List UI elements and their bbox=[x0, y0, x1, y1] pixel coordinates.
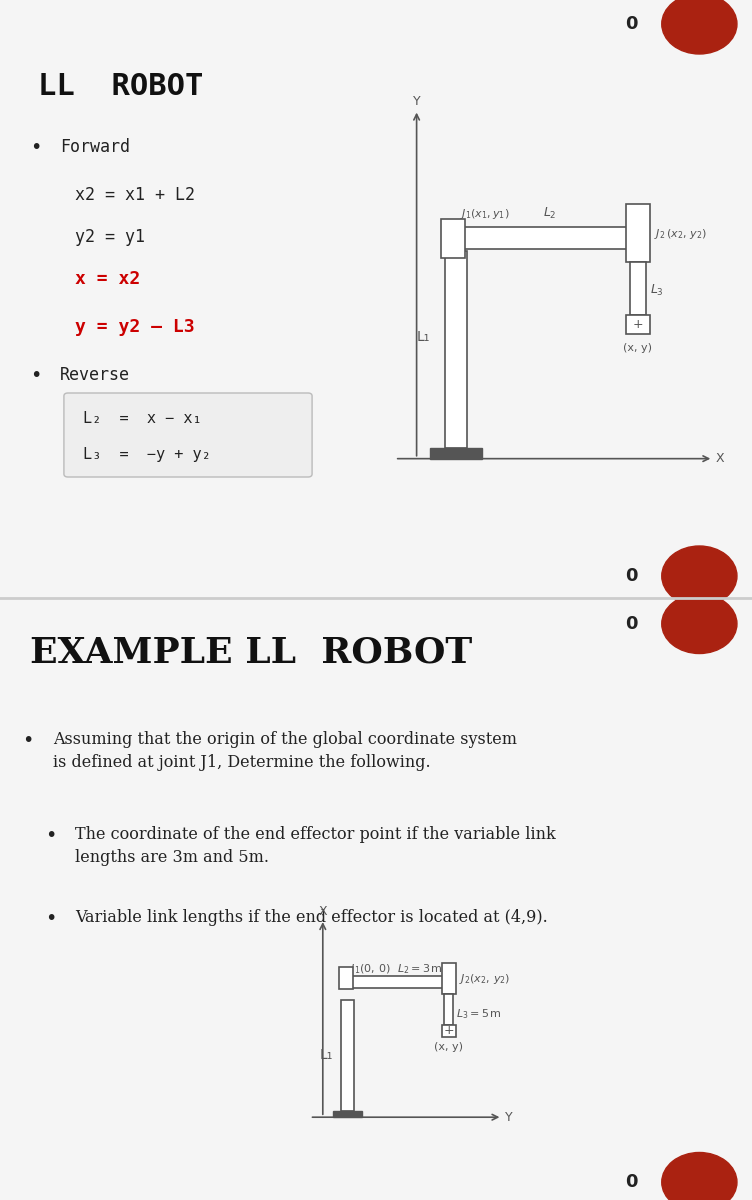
Text: Forward: Forward bbox=[60, 138, 130, 156]
Text: 0: 0 bbox=[626, 614, 638, 632]
FancyBboxPatch shape bbox=[64, 392, 312, 476]
Bar bbox=[445, 228, 641, 250]
Text: Assuming that the origin of the global coordinate system
is defined at joint J1,: Assuming that the origin of the global c… bbox=[53, 731, 517, 772]
Bar bbox=[338, 967, 353, 989]
Circle shape bbox=[662, 1152, 737, 1200]
Text: 0: 0 bbox=[626, 566, 638, 584]
Text: +: + bbox=[444, 1025, 454, 1037]
Text: x2 = x1 + L2: x2 = x1 + L2 bbox=[75, 186, 196, 204]
Circle shape bbox=[662, 594, 737, 654]
Text: (x, y): (x, y) bbox=[623, 343, 652, 353]
Bar bbox=[626, 204, 650, 263]
Text: +: + bbox=[632, 318, 643, 331]
Bar bbox=[441, 1025, 456, 1037]
Text: LL  ROBOT: LL ROBOT bbox=[38, 72, 203, 101]
Text: $J_2\,(x_2,\,y_2)$: $J_2\,(x_2,\,y_2)$ bbox=[654, 227, 708, 241]
Text: $J_2(x_2,\,y_2)$: $J_2(x_2,\,y_2)$ bbox=[459, 972, 510, 985]
Text: 0: 0 bbox=[626, 14, 638, 32]
Text: EXAMPLE LL  ROBOT: EXAMPLE LL ROBOT bbox=[30, 636, 472, 670]
Text: $J_1(0,\,0)$: $J_1(0,\,0)$ bbox=[349, 962, 391, 976]
Bar bbox=[445, 252, 467, 448]
Circle shape bbox=[662, 546, 737, 606]
Text: Y: Y bbox=[505, 1111, 513, 1123]
Text: •: • bbox=[30, 366, 41, 385]
Bar bbox=[429, 448, 482, 458]
Text: The coordinate of the end effector point if the variable link
lengths are 3m and: The coordinate of the end effector point… bbox=[75, 826, 556, 866]
Text: y = y2 – L3: y = y2 – L3 bbox=[75, 318, 195, 336]
Text: •: • bbox=[30, 138, 41, 157]
Text: $L_3$: $L_3$ bbox=[650, 283, 664, 299]
Bar bbox=[341, 976, 452, 988]
Bar bbox=[444, 995, 453, 1025]
Text: $L_3 = 5\,\mathrm{m}$: $L_3 = 5\,\mathrm{m}$ bbox=[456, 1007, 502, 1021]
Text: L₂  =  x − x₁: L₂ = x − x₁ bbox=[83, 410, 202, 426]
Text: Variable link lengths if the end effector is located at (4,9).: Variable link lengths if the end effecto… bbox=[75, 908, 548, 926]
Text: $L_2$: $L_2$ bbox=[543, 205, 556, 221]
Text: Reverse: Reverse bbox=[60, 366, 130, 384]
Circle shape bbox=[662, 0, 737, 54]
Text: •: • bbox=[23, 731, 34, 750]
Text: X: X bbox=[715, 452, 724, 466]
Text: x = x2: x = x2 bbox=[75, 270, 141, 288]
Text: $L_2 = 3\,\mathrm{m}$: $L_2 = 3\,\mathrm{m}$ bbox=[397, 962, 443, 976]
Bar bbox=[341, 1000, 354, 1111]
Bar bbox=[441, 962, 456, 995]
Text: L₃  =  −y + y₂: L₃ = −y + y₂ bbox=[83, 446, 211, 462]
Text: •: • bbox=[45, 908, 56, 928]
Text: L₁: L₁ bbox=[417, 330, 429, 344]
Text: y2 = y1: y2 = y1 bbox=[75, 228, 145, 246]
Text: (x, y): (x, y) bbox=[434, 1042, 463, 1052]
Text: L₁: L₁ bbox=[320, 1048, 333, 1062]
Bar bbox=[630, 263, 645, 314]
Text: Y: Y bbox=[413, 95, 420, 108]
Text: 0: 0 bbox=[626, 1174, 638, 1192]
Text: X: X bbox=[319, 905, 327, 918]
Bar bbox=[626, 314, 650, 335]
Text: •: • bbox=[45, 826, 56, 845]
Bar bbox=[333, 1111, 362, 1117]
Text: $J_1(x_1, y_1)$: $J_1(x_1, y_1)$ bbox=[460, 206, 510, 221]
Bar bbox=[441, 218, 465, 258]
